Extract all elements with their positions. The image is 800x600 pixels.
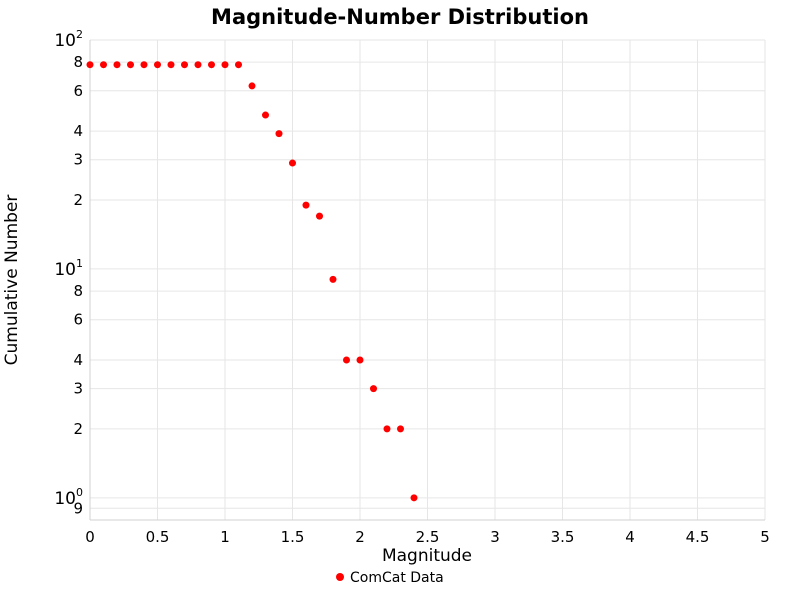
x-tick-label: 4.5: [686, 528, 710, 546]
data-point: [86, 61, 94, 69]
data-point: [221, 61, 229, 69]
data-point: [100, 61, 107, 69]
data-point: [181, 61, 188, 69]
data-point: [289, 159, 296, 167]
legend-marker: [336, 573, 344, 581]
y-tick-label: 2: [73, 191, 83, 209]
data-point: [316, 212, 323, 220]
x-axis-tick-labels: 0 0.5 1 1.5 2 2.5 3 3.5 4 4.5 5: [85, 528, 770, 546]
x-tick-label: 1: [220, 528, 230, 546]
x-tick-label: 3: [490, 528, 500, 546]
data-point: [262, 111, 269, 119]
x-tick-label: 4: [625, 528, 635, 546]
data-point: [275, 130, 283, 138]
data-point: [113, 61, 121, 69]
data-point: [127, 61, 134, 69]
data-point: [383, 425, 391, 433]
x-tick-label: 0: [85, 528, 95, 546]
data-point: [140, 61, 148, 69]
legend-label: ComCat Data: [350, 570, 444, 586]
data-point: [167, 61, 175, 69]
y-tick-label: 8: [73, 53, 83, 71]
x-tick-label: 5: [760, 528, 770, 546]
data-point: [410, 494, 418, 502]
data-point: [194, 61, 202, 69]
data-point: [397, 425, 404, 433]
data-point: [235, 61, 242, 69]
y-tick-label: 102: [54, 28, 83, 51]
chart-title: Magnitude-Number Distribution: [211, 5, 589, 29]
data-point: [208, 61, 215, 69]
y-axis-label: Cumulative Number: [2, 195, 22, 366]
grid-lines: [89, 39, 766, 520]
data-point: [329, 275, 337, 283]
y-tick-label: 9: [73, 499, 83, 517]
y-tick-label: 4: [73, 122, 83, 140]
data-point: [154, 61, 161, 69]
y-tick-label: 6: [73, 311, 83, 329]
x-tick-label: 3.5: [551, 528, 575, 546]
y-tick-label: 101: [54, 257, 83, 280]
y-tick-label: 6: [73, 82, 83, 100]
data-point: [302, 201, 310, 209]
y-tick-label: 3: [73, 151, 83, 169]
x-tick-label: 2: [355, 528, 365, 546]
data-point: [356, 356, 364, 364]
y-tick-label: 3: [73, 380, 83, 398]
x-tick-label: 0.5: [146, 528, 170, 546]
x-axis-label: Magnitude: [382, 546, 472, 566]
data-points: [86, 61, 418, 502]
data-point: [343, 356, 350, 364]
y-tick-label: 4: [73, 351, 83, 369]
legend[interactable]: ComCat Data: [336, 570, 444, 586]
data-point: [370, 385, 377, 393]
y-tick-label: 2: [73, 420, 83, 438]
x-tick-label: 1.5: [281, 528, 305, 546]
x-tick-label: 2.5: [416, 528, 440, 546]
y-tick-label: 8: [73, 282, 83, 300]
data-point: [248, 82, 256, 90]
y-tick-label: 100: [54, 486, 83, 509]
